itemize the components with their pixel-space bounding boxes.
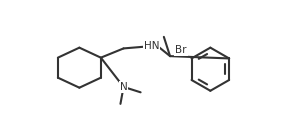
Text: HN: HN xyxy=(144,41,159,51)
Text: Br: Br xyxy=(176,45,187,55)
Text: N: N xyxy=(120,82,127,92)
